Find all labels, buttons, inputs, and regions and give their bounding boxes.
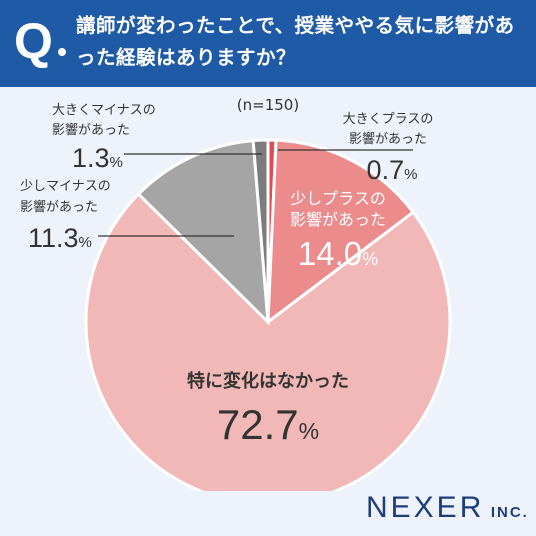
slice-label-small-plus: 少しプラスの bbox=[290, 189, 386, 208]
question-text: 講師が変わったことで、授業ややる気に影響があった経験はありますか？ bbox=[76, 14, 515, 69]
slice-label-no-change: 特に変化はなかった bbox=[187, 370, 349, 392]
pie-slice-small-plus bbox=[266, 138, 416, 326]
sample-size-note: (n=150) bbox=[237, 96, 299, 114]
slice-label-small-minus: 影響があった bbox=[20, 199, 98, 215]
pie-slice-small-minus bbox=[136, 138, 270, 326]
slice-value-large-minus: 1.3% bbox=[72, 143, 123, 173]
slice-label-large-minus: 影響があった bbox=[52, 122, 130, 138]
slice-labels: 大きくプラスの影響があった0.7%少しプラスの影響があった14.0%特に変化はな… bbox=[20, 103, 433, 448]
leader-lines bbox=[98, 149, 413, 237]
question-header: Q 講師が変わったことで、授業ややる気に影響があった経験はありますか？ bbox=[0, 0, 536, 87]
slice-value-small-minus: 11.3% bbox=[28, 223, 92, 253]
pie-chart: 大きくプラスの影響があった0.7%少しプラスの影響があった14.0%特に変化はな… bbox=[20, 96, 452, 491]
pie-slice-no-change bbox=[84, 191, 452, 491]
slice-label-small-minus: 少しマイナスの bbox=[20, 179, 111, 194]
slice-label-large-plus: 影響があった bbox=[349, 131, 427, 147]
q-dot bbox=[58, 48, 66, 56]
brand-logo: NEXER INC. bbox=[366, 491, 529, 525]
brand-name: NEXER bbox=[366, 491, 485, 524]
brand-suffix: INC. bbox=[490, 504, 529, 521]
slice-label-large-plus: 大きくプラスの bbox=[343, 112, 434, 127]
q-mark: Q bbox=[14, 13, 53, 69]
slice-value-small-plus: 14.0% bbox=[298, 235, 378, 272]
slice-label-large-minus: 大きくマイナスの bbox=[52, 103, 156, 118]
slice-label-small-plus: 影響があった bbox=[290, 210, 386, 229]
pie-slices bbox=[84, 138, 452, 491]
pie-slice-large-minus bbox=[251, 138, 270, 323]
slice-value-no-change: 72.7% bbox=[217, 401, 319, 448]
slice-value-large-plus: 0.7% bbox=[367, 155, 418, 185]
